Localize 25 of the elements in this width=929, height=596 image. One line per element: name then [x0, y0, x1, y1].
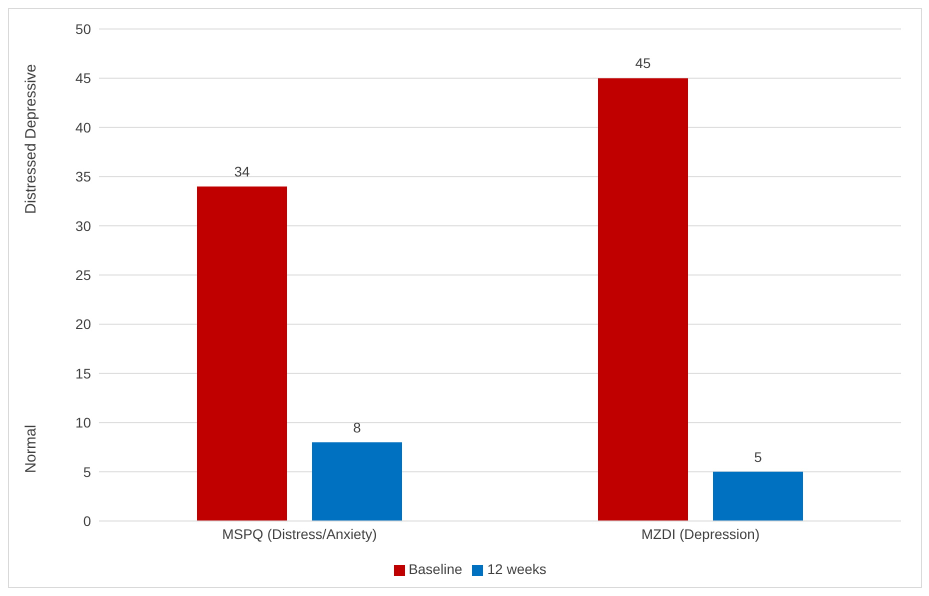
text: Normal [22, 424, 40, 474]
legend-label: 12 weeks [487, 561, 546, 577]
y-tick-label: 30 [75, 218, 92, 234]
y-tick-label: 25 [75, 266, 92, 283]
data-label: 34 [234, 163, 250, 180]
y-tick-label: 35 [75, 168, 92, 185]
y-tick-label: 10 [75, 414, 92, 431]
data-label: 45 [635, 55, 651, 72]
data-label: 5 [754, 448, 762, 465]
x-tick-label: MZDI (Depression) [641, 526, 760, 542]
legend-label: Baseline [408, 561, 462, 577]
y-axis-title: Distressed Depressive [22, 64, 40, 214]
x-tick-label: MSPQ (Distress/Anxiety) [222, 526, 377, 542]
y-tick-label: 45 [75, 70, 92, 86]
y-tick-label: 40 [75, 119, 92, 136]
y-tick-label: 15 [75, 365, 92, 382]
y-tick-label: 5 [83, 464, 92, 480]
y-tick-label: 20 [75, 316, 92, 332]
bar [598, 78, 688, 521]
bar [312, 442, 402, 521]
data-label: 8 [353, 419, 362, 436]
bar [713, 472, 803, 521]
y-tick-label: 0 [83, 512, 92, 529]
bar [197, 186, 287, 521]
y-tick-label: 50 [75, 20, 92, 37]
